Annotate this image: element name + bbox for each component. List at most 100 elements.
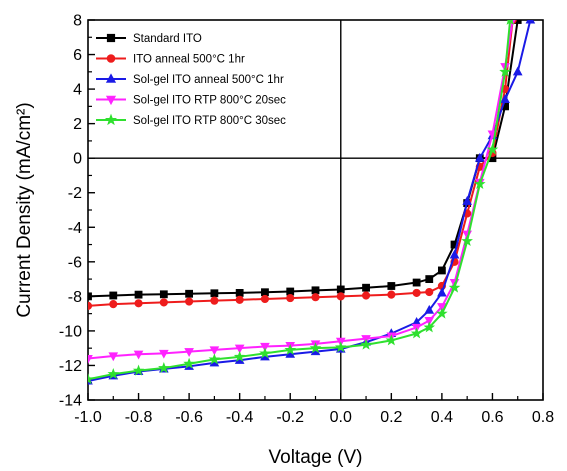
data-point xyxy=(474,177,486,190)
data-point xyxy=(134,299,143,308)
data-point xyxy=(311,293,320,302)
x-tick-label: -0.6 xyxy=(175,409,203,426)
data-point xyxy=(184,348,194,357)
y-tick-label: -14 xyxy=(59,393,82,410)
y-tick-label: -6 xyxy=(68,254,82,271)
series-line xyxy=(88,20,514,307)
data-point xyxy=(108,352,119,362)
data-point xyxy=(235,289,244,297)
data-point xyxy=(133,350,144,360)
data-point xyxy=(448,281,461,293)
data-point xyxy=(512,66,523,76)
y-tick-label: 6 xyxy=(73,47,82,64)
legend-label: Standard ITO xyxy=(133,33,202,45)
y-tick-label: -10 xyxy=(59,323,82,340)
data-point xyxy=(209,346,220,356)
y-tick-label: 8 xyxy=(73,13,82,30)
data-point xyxy=(260,342,270,352)
data-point xyxy=(474,152,485,162)
data-point xyxy=(259,347,271,359)
x-tick-label: 0.8 xyxy=(532,409,554,426)
zero-lines xyxy=(88,20,543,400)
data-point xyxy=(525,20,536,24)
data-point xyxy=(449,249,460,259)
legend-label: Sol-gel ITO anneal 500°C 1hr xyxy=(133,74,284,86)
data-point xyxy=(286,294,295,303)
x-tick-label: 0.0 xyxy=(330,409,352,426)
data-point xyxy=(185,297,194,306)
data-point xyxy=(361,291,371,300)
legend-label: ITO anneal 500°C 1hr xyxy=(133,54,245,66)
data-point xyxy=(235,295,244,304)
data-point xyxy=(500,94,510,103)
x-tick-label: 0.6 xyxy=(481,409,503,426)
data-point xyxy=(410,327,423,339)
x-tick-label: -0.4 xyxy=(226,409,254,426)
data-point xyxy=(506,20,514,25)
y-tick-label: -12 xyxy=(59,358,82,375)
data-point xyxy=(284,343,297,355)
x-tick-label: -0.2 xyxy=(276,409,304,426)
legend: Standard ITO ITO anneal 500°C 1hr Sol-gel … xyxy=(96,33,286,127)
data-point xyxy=(208,353,221,365)
data-point xyxy=(183,357,195,369)
data-point xyxy=(210,289,219,298)
data-point xyxy=(106,54,116,63)
data-point xyxy=(104,113,118,126)
data-point xyxy=(309,342,322,354)
x-tick-label: -0.8 xyxy=(125,409,153,426)
y-tick-label: 2 xyxy=(73,116,82,133)
series-5 xyxy=(88,20,514,385)
series-line xyxy=(88,20,512,381)
data-point xyxy=(261,288,269,297)
legend-item: Sol-gel ITO RTP 800°C 30sec xyxy=(96,113,286,127)
data-point xyxy=(412,278,421,287)
data-point xyxy=(425,275,434,283)
data-point xyxy=(88,301,93,310)
data-point xyxy=(234,344,245,354)
data-point xyxy=(461,234,473,247)
data-point xyxy=(360,338,372,350)
data-point xyxy=(387,282,396,290)
data-point xyxy=(423,321,436,333)
y-tick-label: -8 xyxy=(68,289,82,306)
legend-item: Standard ITO xyxy=(96,33,202,45)
y-tick-label: -4 xyxy=(68,220,82,237)
data-point xyxy=(159,298,168,307)
data-point xyxy=(486,143,499,155)
data-point xyxy=(424,317,435,326)
legend-item: Sol-gel ITO anneal 500°C 1hr xyxy=(96,73,284,86)
data-point xyxy=(334,341,347,353)
data-point xyxy=(105,73,117,83)
data-point xyxy=(185,289,194,298)
x-tick-label: -1.0 xyxy=(74,409,102,426)
series-2 xyxy=(88,20,517,310)
y-tick-label: 4 xyxy=(73,82,82,99)
data-point xyxy=(210,296,219,305)
data-point xyxy=(158,361,170,373)
y-axis-title: Current Density (mA/cm²) xyxy=(14,102,35,317)
data-point xyxy=(159,349,169,359)
data-point xyxy=(385,334,398,346)
x-axis-title: Voltage (V) xyxy=(269,447,363,468)
data-point xyxy=(260,294,270,304)
y-tick-label: 0 xyxy=(73,151,82,168)
data-point xyxy=(513,20,522,24)
series-layer xyxy=(88,20,536,385)
data-point xyxy=(105,95,117,106)
data-point xyxy=(437,266,446,275)
x-tick-label: 0.2 xyxy=(380,409,402,426)
data-point xyxy=(233,350,246,362)
data-point xyxy=(109,291,118,300)
data-point xyxy=(311,286,320,295)
data-point xyxy=(425,287,434,297)
data-point xyxy=(437,287,447,297)
data-point xyxy=(159,290,168,299)
data-point xyxy=(88,355,93,364)
data-point xyxy=(134,290,143,299)
data-point xyxy=(109,300,118,309)
data-point xyxy=(88,373,94,385)
legend-item: ITO anneal 500°C 1hr xyxy=(96,54,245,66)
